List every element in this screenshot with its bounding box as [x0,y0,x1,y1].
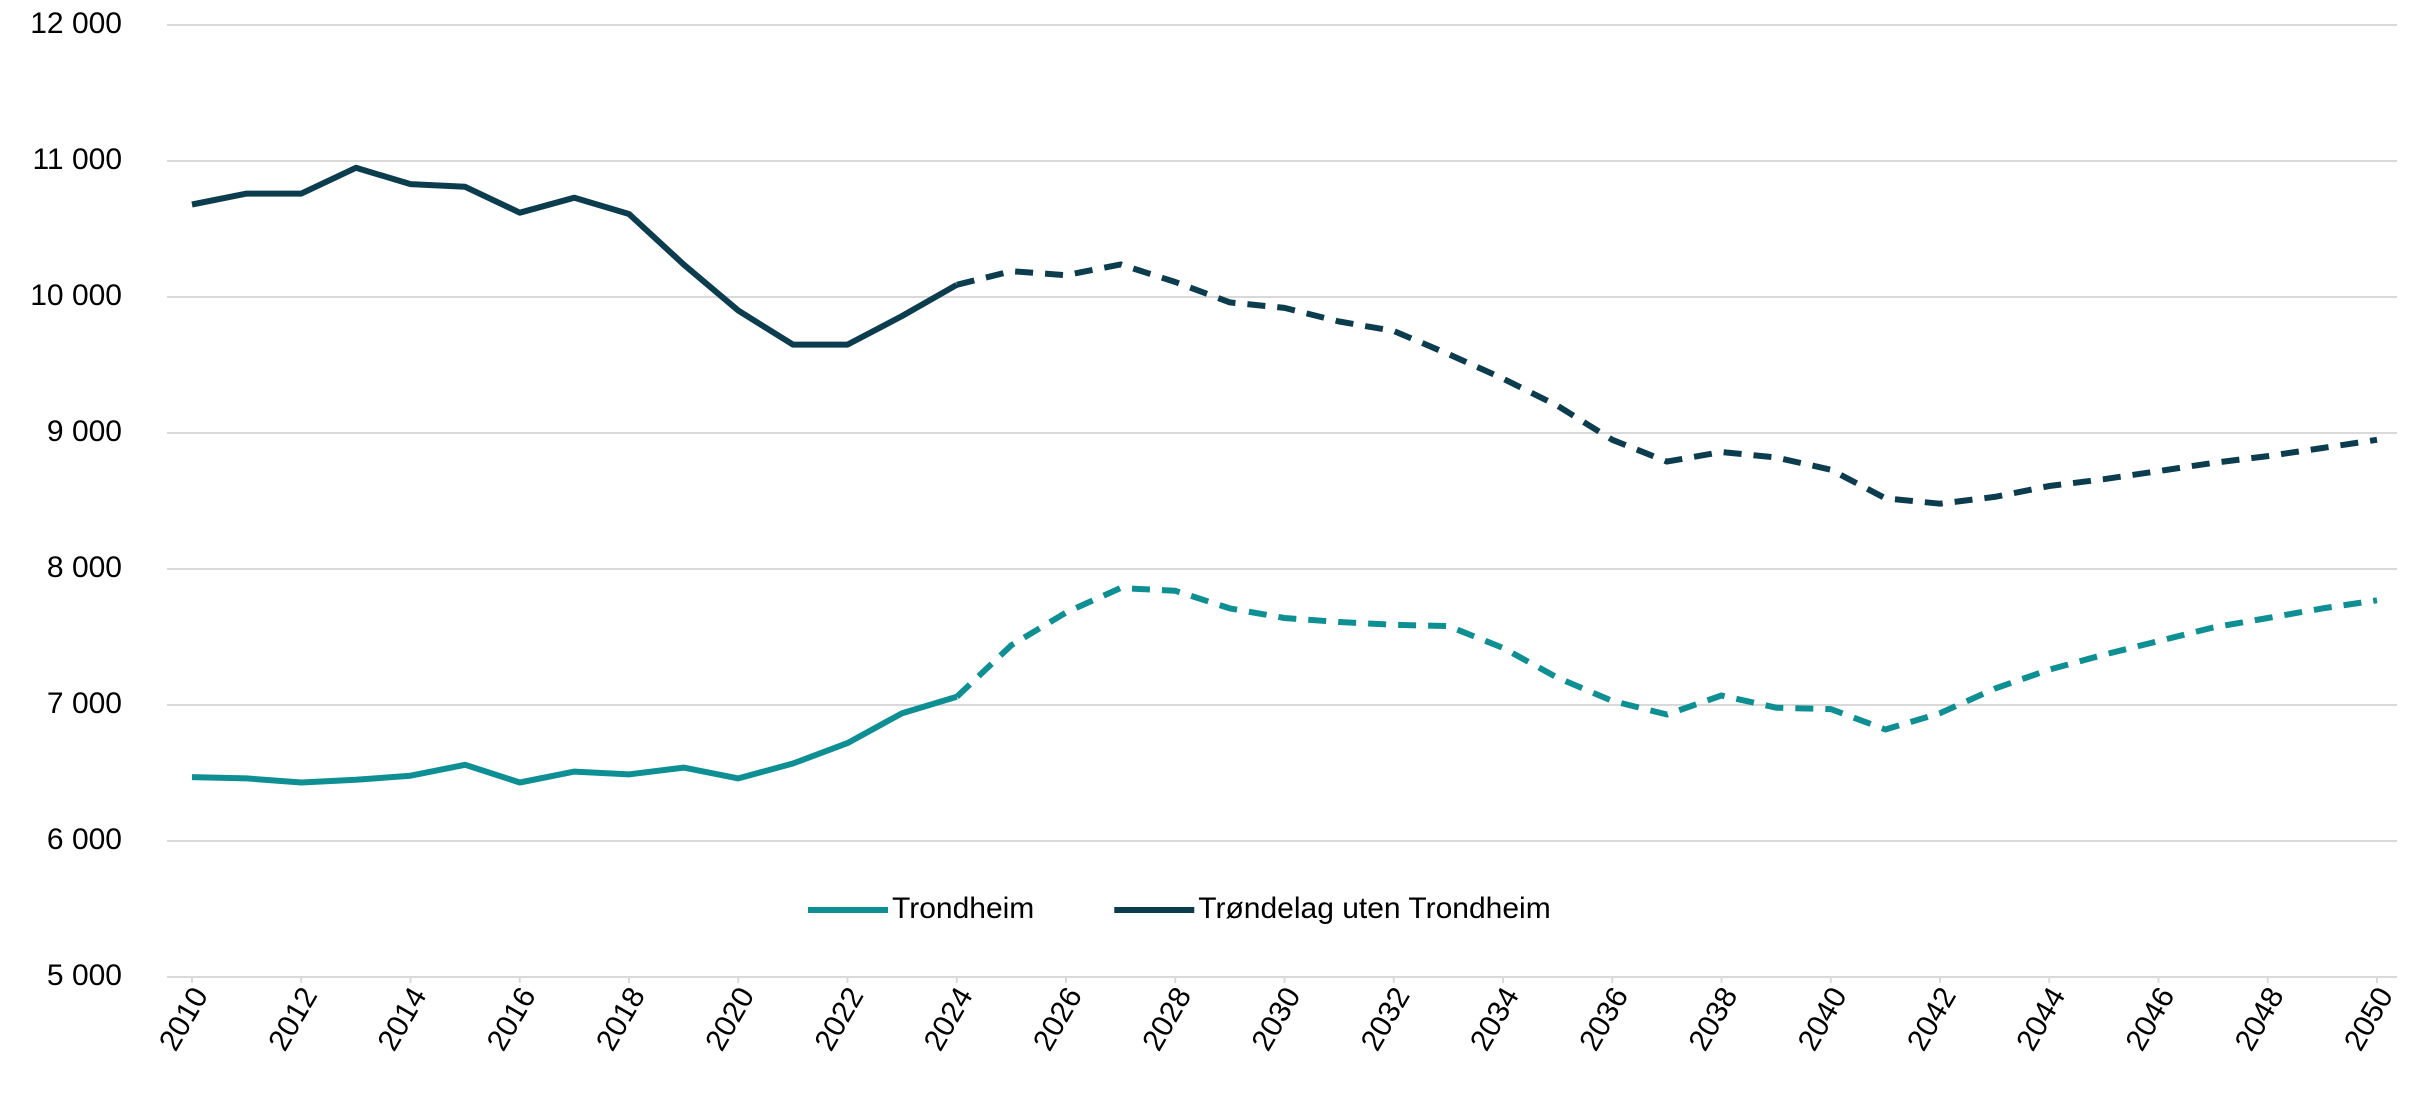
y-tick-label: 8 000 [47,551,122,584]
x-tick-label: 2022 [808,982,870,1056]
x-tick-label: 2028 [1136,982,1198,1056]
x-tick-label: 2036 [1573,982,1635,1056]
x-tick-label: 2030 [1245,982,1307,1056]
x-tick-label: 2012 [262,982,324,1056]
x-tick-label: 2046 [2119,982,2181,1056]
x-tick-label: 2048 [2229,982,2291,1056]
y-tick-label: 9 000 [47,415,122,448]
x-tick-label: 2038 [1682,982,1744,1056]
x-tick-label: 2034 [1464,982,1526,1056]
x-tick-label: 2016 [481,982,543,1056]
y-tick-label: 5 000 [47,959,122,992]
x-tick-label: 2044 [2010,982,2072,1056]
x-tick-label: 2040 [1792,982,1854,1056]
x-tick-label: 2032 [1355,982,1417,1056]
x-tick-label: 2020 [699,982,761,1056]
x-tick-label: 2018 [590,982,652,1056]
series-line [191,693,958,786]
legend-item: Trondheim [808,892,1034,925]
legend-item: Trøndelag uten Trondheim [1114,892,1551,925]
projection-line [954,585,2378,733]
x-tick-label: 2042 [1901,982,1963,1056]
x-tick-label: 2050 [2338,982,2400,1056]
projection-line [956,261,2378,507]
x-tick-label: 2024 [918,982,980,1056]
y-tick-label: 11 000 [32,143,122,176]
y-tick-label: 10 000 [30,279,122,312]
y-tick-label: 7 000 [47,687,122,720]
x-tick-label: 2014 [371,982,433,1056]
series-line [191,164,959,348]
x-tick-label: 2010 [153,982,215,1056]
x-tick-label: 2026 [1027,982,1089,1056]
legend-label: Trondheim [892,892,1034,925]
y-tick-label: 6 000 [47,823,122,856]
y-tick-label: 12 000 [30,7,122,40]
legend-label: Trøndelag uten Trondheim [1198,892,1550,925]
